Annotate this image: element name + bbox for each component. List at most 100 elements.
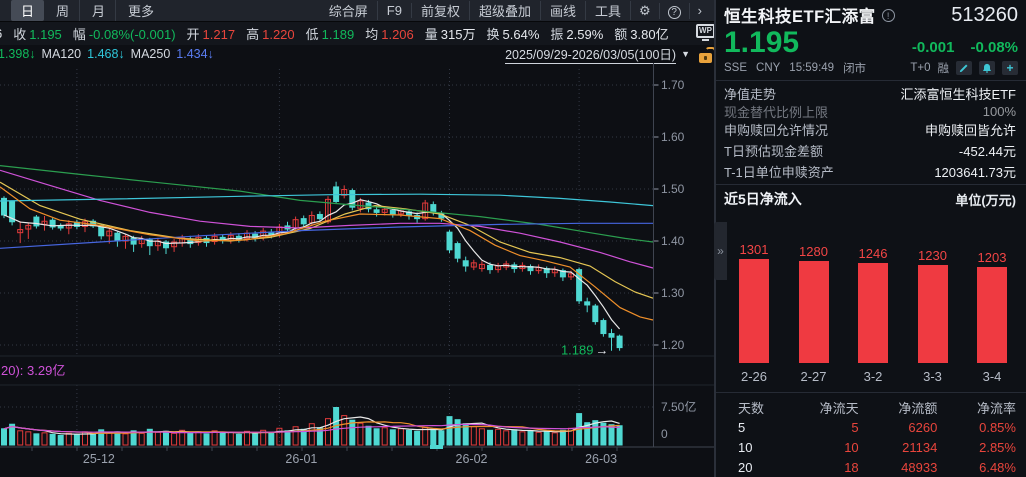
quote-time: 15:59:49: [789, 62, 835, 74]
quick-actions: T+0 融 +: [910, 60, 1018, 76]
candle-body: [163, 241, 169, 249]
table-cell: 10: [844, 439, 859, 455]
menu-item-F9[interactable]: F9: [378, 3, 412, 18]
volume-bar: [154, 431, 161, 446]
date-range-selector[interactable]: 2025/09/29-2026/03/05(100日) ▼: [505, 44, 690, 64]
table-header-cell: 净流天: [819, 400, 859, 416]
wp-monitor-icon[interactable]: WP: [696, 24, 715, 41]
quote-label: 换: [486, 27, 500, 42]
inflow-bar: [977, 267, 1007, 363]
pencil-icon: [959, 64, 968, 73]
price-change: -0.001 -0.08%: [912, 39, 1018, 56]
quote-value: -0.08%(-0.001): [88, 27, 176, 42]
menu-item-超级叠加[interactable]: 超级叠加: [470, 1, 541, 20]
tab-周[interactable]: 周: [46, 0, 81, 21]
info-label: 净值走势: [724, 87, 777, 102]
volume-bar: [1, 428, 7, 446]
menu-item-画线[interactable]: 画线: [541, 1, 586, 20]
market-status: 闭市: [843, 63, 867, 75]
table-row[interactable]: 5 5 6260 0.85%: [724, 417, 1016, 437]
scroll-thumb: [430, 445, 443, 449]
volume-bar: [219, 432, 226, 446]
table-cell: 0.85%: [979, 419, 1016, 435]
table-cell: 18: [844, 459, 859, 475]
table-row[interactable]: 20 18 48933 6.48%: [724, 457, 1016, 477]
volume-bar: [163, 430, 169, 446]
volume-bar: [187, 432, 194, 446]
tab-日[interactable]: 日: [11, 0, 45, 21]
inflow-bar-group: 1230: [911, 217, 955, 363]
candle-body: [559, 270, 566, 278]
candle-body: [9, 200, 16, 223]
candle-body: [373, 209, 380, 213]
clipped-text: 6: [0, 26, 2, 41]
unlock-icon[interactable]: [699, 47, 716, 63]
volume-bar: [446, 416, 453, 446]
table-cell: 21134: [902, 439, 938, 455]
chevron-down-icon[interactable]: ▼: [681, 49, 690, 59]
volume-bar: [292, 426, 299, 446]
arrow-right-icon: →: [596, 343, 609, 358]
currency-label: CNY: [756, 62, 781, 74]
add-button[interactable]: +: [1002, 61, 1018, 75]
table-row[interactable]: 10 10 21134 2.85%: [724, 437, 1016, 457]
volume-bar: [503, 430, 510, 446]
menu-item-前复权[interactable]: 前复权: [412, 1, 470, 20]
quote-label: 幅: [72, 27, 86, 42]
collapse-panel-handle[interactable]: »: [714, 222, 727, 280]
volume-bar: [495, 428, 502, 446]
quote-field-高: 高 1.220: [246, 24, 295, 43]
volume-bar: [308, 423, 315, 446]
chevron-right-icon[interactable]: ›: [697, 3, 702, 18]
candle-body: [146, 239, 153, 247]
table-header-cell: 净流率: [976, 400, 1016, 416]
alert-button[interactable]: [979, 61, 995, 75]
table-cell: 5: [738, 419, 746, 435]
volume-bar: [616, 425, 623, 446]
edit-button[interactable]: [956, 61, 972, 75]
table-cell: 10: [738, 439, 753, 455]
volume-bar: [227, 431, 234, 446]
date-range-text[interactable]: 2025/09/29-2026/03/05(100日): [505, 44, 677, 64]
inflow-bar-value: 1301: [739, 242, 769, 257]
quote-field-幅: 幅 -0.08%(-0.001): [73, 24, 176, 43]
volume-bar: [41, 432, 48, 446]
candle-body: [49, 219, 56, 228]
kline-chart-area[interactable]: 1.70 1.60 1.50 1.40 1.30 1.20 7.50亿 0 20): 3.29亿…: [0, 63, 714, 477]
volume-ma-VMA5: [3, 416, 620, 435]
volume-bar: [17, 430, 24, 446]
menu-item-综合屏[interactable]: 综合屏: [320, 1, 378, 20]
info-value: 1203641.73元: [934, 165, 1016, 180]
ma-legend-row: 1.398↓ MA120 1.468↓ MA250 1.434↓ 2025/09/29-…: [0, 44, 714, 64]
help-button[interactable]: ?: [660, 2, 690, 19]
volume-bar: [130, 430, 137, 446]
x-axis-month-label: 25-12: [83, 452, 115, 466]
info-icon[interactable]: !: [881, 8, 895, 22]
volume-bar: [551, 432, 558, 446]
volume-bar: [57, 434, 64, 446]
candle-body: [584, 301, 591, 306]
tab-更多[interactable]: 更多: [128, 4, 155, 19]
ma-line-MA60: [0, 165, 654, 243]
tab-月[interactable]: 月: [82, 0, 117, 21]
gear-icon[interactable]: ⚙: [631, 2, 660, 19]
x-axis-month-label: 26-02: [456, 452, 488, 466]
menu-item-工具[interactable]: 工具: [586, 1, 631, 20]
volume-bar: [138, 432, 145, 446]
candle-body: [592, 305, 599, 323]
volume-bar: [381, 427, 388, 446]
volume-bar: [430, 428, 437, 446]
candle-body: [381, 208, 388, 213]
kline-chart-svg[interactable]: 1.70 1.60 1.50 1.40 1.30 1.20 7.50亿 0 20): 3.29亿…: [0, 63, 714, 477]
inflow-bar-group: 1301: [732, 217, 776, 363]
candle-body: [430, 204, 437, 213]
y-tick-label: 1.40: [661, 234, 685, 248]
inflow-bar: [858, 263, 888, 363]
candle-body: [325, 198, 331, 223]
toolbar-menu: 综合屏 F9 前复权 超级叠加 画线 工具 ⚙? ›: [320, 1, 714, 20]
volume-bar: [406, 429, 412, 446]
volume-ma-VMA10: [3, 421, 620, 434]
volume-bar: [65, 432, 72, 446]
volume-bar: [98, 429, 105, 446]
inflow-bar-value: 1246: [858, 246, 888, 261]
